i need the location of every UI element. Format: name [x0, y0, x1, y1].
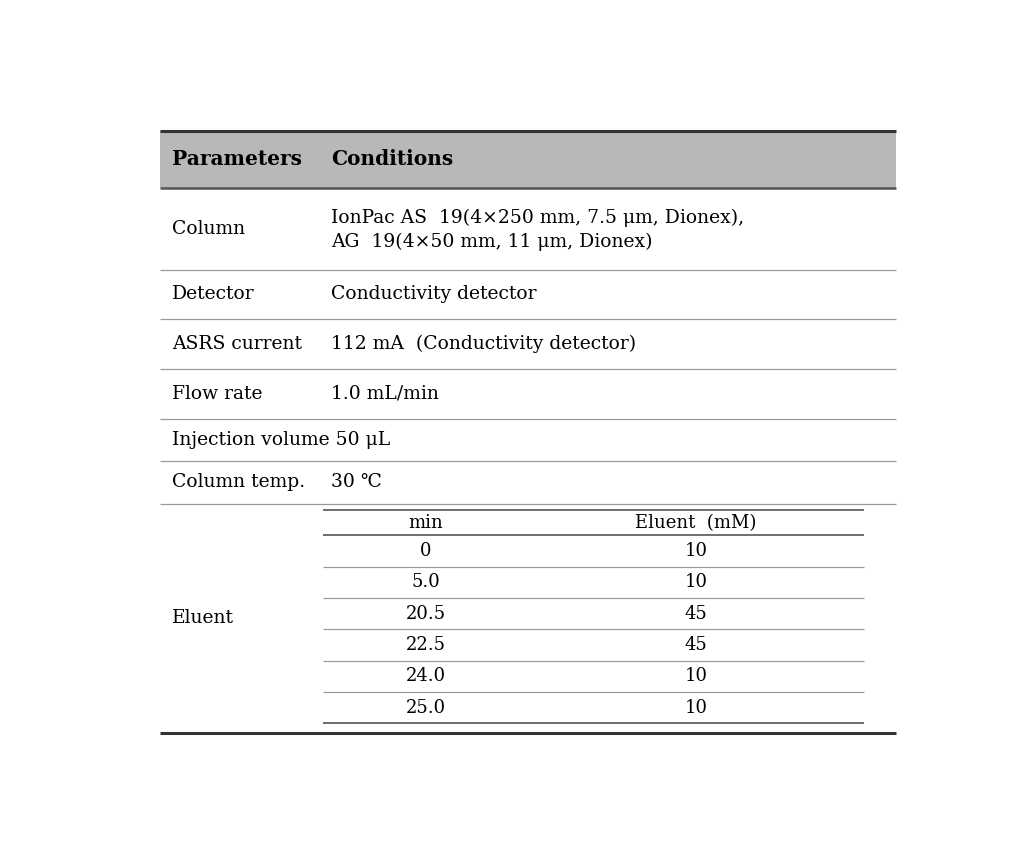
Text: IonPac AS  19(4×250 mm, 7.5 μm, Dionex),: IonPac AS 19(4×250 mm, 7.5 μm, Dionex),	[331, 208, 744, 227]
Text: 5.0: 5.0	[411, 573, 440, 592]
Text: min: min	[408, 514, 443, 532]
Text: Flow rate: Flow rate	[172, 385, 263, 403]
Text: 22.5: 22.5	[406, 636, 445, 654]
Text: 1.0 mL/min: 1.0 mL/min	[331, 385, 439, 403]
Text: 45: 45	[684, 636, 708, 654]
Text: ASRS current: ASRS current	[172, 335, 302, 353]
Text: 45: 45	[684, 604, 708, 623]
Text: Detector: Detector	[172, 285, 254, 304]
Text: Eluent: Eluent	[172, 609, 234, 627]
Text: 25.0: 25.0	[405, 699, 446, 717]
Text: Eluent  (mM): Eluent (mM)	[635, 514, 757, 532]
Text: 30 ℃: 30 ℃	[331, 473, 382, 491]
Text: AG  19(4×50 mm, 11 μm, Dionex): AG 19(4×50 mm, 11 μm, Dionex)	[331, 233, 653, 252]
Text: Conductivity detector: Conductivity detector	[331, 285, 537, 304]
Text: Column: Column	[172, 219, 245, 238]
Text: 24.0: 24.0	[405, 668, 446, 685]
Text: 20.5: 20.5	[405, 604, 446, 623]
Text: 10: 10	[684, 542, 708, 560]
Text: 10: 10	[684, 699, 708, 717]
Text: 10: 10	[684, 573, 708, 592]
Text: 0: 0	[420, 542, 432, 560]
Text: Parameters: Parameters	[172, 149, 302, 169]
Text: 10: 10	[684, 668, 708, 685]
Bar	[160, 131, 896, 187]
Text: Conditions: Conditions	[331, 149, 453, 169]
Text: Column temp.: Column temp.	[172, 473, 305, 491]
Text: Injection volume 50 μL: Injection volume 50 μL	[172, 431, 390, 449]
Text: 112 mA  (Conductivity detector): 112 mA (Conductivity detector)	[331, 335, 636, 354]
